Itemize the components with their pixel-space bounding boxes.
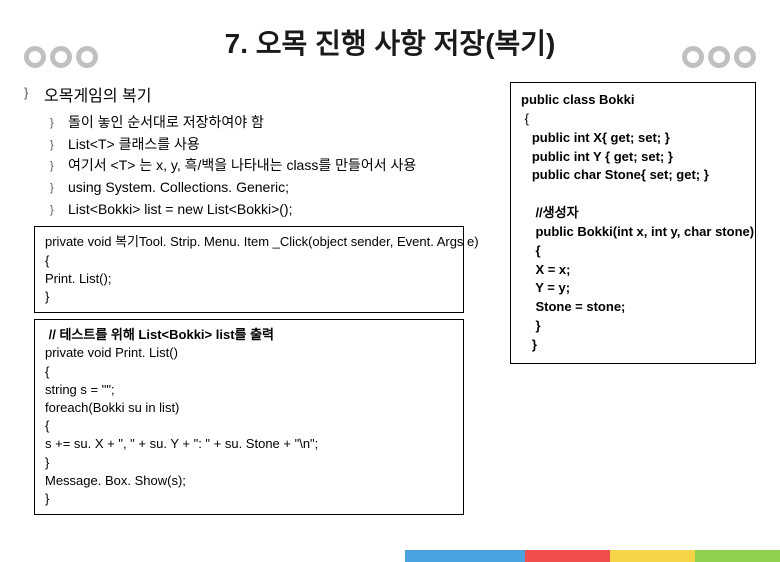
code-comment: // 테스트를 위해 List<Bokki> list를 출력 <box>45 327 274 342</box>
code-line: Stone = stone; <box>521 299 625 314</box>
code-line: { <box>521 111 529 126</box>
circle-icon <box>50 46 72 68</box>
circle-icon <box>734 46 756 68</box>
circle-icon <box>76 46 98 68</box>
circle-icon <box>24 46 46 68</box>
footer-segment <box>695 550 780 562</box>
code-line: { <box>521 243 541 258</box>
code-line: } <box>521 318 541 333</box>
code-block-1: private void 복기Tool. Strip. Menu. Item _… <box>34 226 464 313</box>
code-line: public int X{ get; set; } <box>521 130 670 145</box>
code-line: //생성자 <box>521 205 579 220</box>
code-block-2: // 테스트를 위해 List<Bokki> list를 출력 private … <box>34 319 464 515</box>
circle-icon <box>682 46 704 68</box>
code-line: Y = y; <box>521 280 570 295</box>
code-block-class: public class Bokki { public int X{ get; … <box>510 82 756 364</box>
content-area: 오목게임의 복기 돌이 놓인 순서대로 저장하여야 함 List<T> 클래스를… <box>44 82 750 515</box>
page-title: 7. 오목 진행 사항 저장(복기) <box>0 22 780 62</box>
footer-color-bar <box>405 550 780 562</box>
code-line: public Bokki(int x, int y, char stone) <box>521 224 754 239</box>
footer-segment <box>525 550 610 562</box>
footer-segment <box>610 550 695 562</box>
decoration-circles-left <box>24 46 98 68</box>
code-line: } <box>521 337 537 352</box>
code-line: public char Stone{ set; get; } <box>521 167 709 182</box>
code-line: public int Y { get; set; } <box>521 149 673 164</box>
footer-segment <box>405 550 525 562</box>
circle-icon <box>708 46 730 68</box>
code-line: X = x; <box>521 262 571 277</box>
decoration-circles-right <box>682 46 756 68</box>
code-line: public class Bokki <box>521 92 634 107</box>
